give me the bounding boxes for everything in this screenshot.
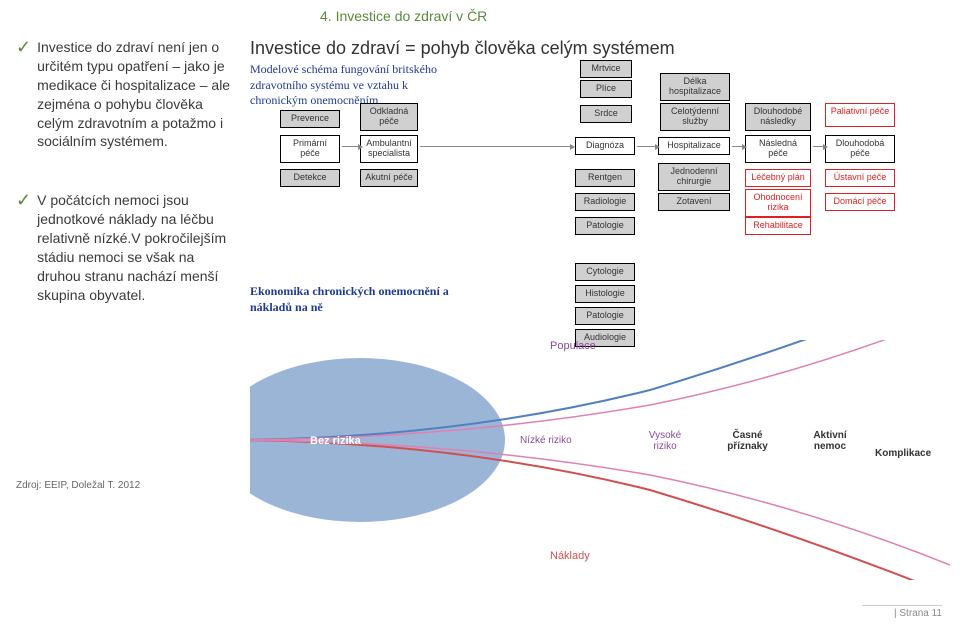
diagram-box: Jednodenní chirurgie <box>658 163 730 191</box>
diagram-box: Hospitalizace <box>658 137 730 155</box>
source-citation: Zdroj: EEIP, Doležal T. 2012 <box>16 480 140 491</box>
population-label: Aktivní nemoc <box>805 430 855 452</box>
bullet-item: ✓ V počátcích nemoci jsou jednotkové nák… <box>16 191 231 304</box>
diagram-box: Diagnóza <box>575 137 635 155</box>
diagram-box: Prevence <box>280 110 340 128</box>
bullet-item: ✓ Investice do zdraví není jen o určitém… <box>16 38 231 151</box>
diagram-box: Akutní péče <box>360 169 418 187</box>
population-label: Komplikace <box>875 448 931 459</box>
diagram-box: Léčebný plán <box>745 169 811 187</box>
diagram-box: Patologie <box>575 217 635 235</box>
population-label: Nízké riziko <box>520 435 572 446</box>
diagram-box: Paliativní péče <box>825 103 895 127</box>
diagram-box: Histologie <box>575 285 635 303</box>
bullet-text: V počátcích nemoci jsou jednotkové nákla… <box>37 191 231 304</box>
diagram-box: Cytologie <box>575 263 635 281</box>
population-label: Časné příznaky <box>720 430 775 452</box>
bullet-text: Investice do zdraví není jen o určitém t… <box>37 38 231 151</box>
flow-arrow <box>637 146 655 147</box>
population-label: Populace <box>550 340 596 352</box>
diagram-box: Následná péče <box>745 135 811 163</box>
diagram-box: Délka hospitalizace <box>660 73 730 101</box>
flow-diagram: Mrtvice Plíce Délka hospitalizace Prevence O… <box>250 55 950 295</box>
diagram-box: Srdce <box>580 105 632 123</box>
diagram-box: Primární péče <box>280 135 340 163</box>
diagram-box: Rentgen <box>575 169 635 187</box>
diagram-box: Patologie <box>575 307 635 325</box>
diagram-box: Detekce <box>280 169 340 187</box>
diagram-box: Domácí péče <box>825 193 895 211</box>
left-column: ✓ Investice do zdraví není jen o určitém… <box>16 38 231 323</box>
diagram-box: Mrtvice <box>580 60 632 78</box>
flow-arrow <box>732 146 742 147</box>
diagram-box: Dlouhodobá péče <box>825 135 895 163</box>
diagram-box: Ústavní péče <box>825 169 895 187</box>
diagram-box: Ohodnocení rizika <box>745 189 811 217</box>
population-svg <box>250 340 950 580</box>
check-icon: ✓ <box>16 38 31 56</box>
flow-arrow <box>420 146 570 147</box>
diagram-box: Odkladná péče <box>360 103 418 131</box>
flow-arrow <box>342 146 358 147</box>
population-diagram: Populace Bez rizika Nízké riziko Vysoké riz… <box>250 340 950 580</box>
flow-arrow <box>813 146 823 147</box>
population-label: Bez rizika <box>310 435 361 447</box>
diagram-box: Zotavení <box>658 193 730 211</box>
diagram-box: Dlouhodobé následky <box>745 103 811 131</box>
diagram-box: Rehabilitace <box>745 217 811 235</box>
section-header: 4. Investice do zdraví v ČR <box>320 8 487 24</box>
page-footer: | Strana 11 <box>862 605 942 619</box>
diagram-box: Plíce <box>580 80 632 98</box>
population-label: Náklady <box>550 550 590 562</box>
diagram-box: Celotýdenní služby <box>660 103 730 131</box>
diagram-box: Radiologie <box>575 193 635 211</box>
diagram-box: Ambulantní specialista <box>360 135 418 163</box>
population-label: Vysoké riziko <box>640 430 690 452</box>
check-icon: ✓ <box>16 191 31 209</box>
